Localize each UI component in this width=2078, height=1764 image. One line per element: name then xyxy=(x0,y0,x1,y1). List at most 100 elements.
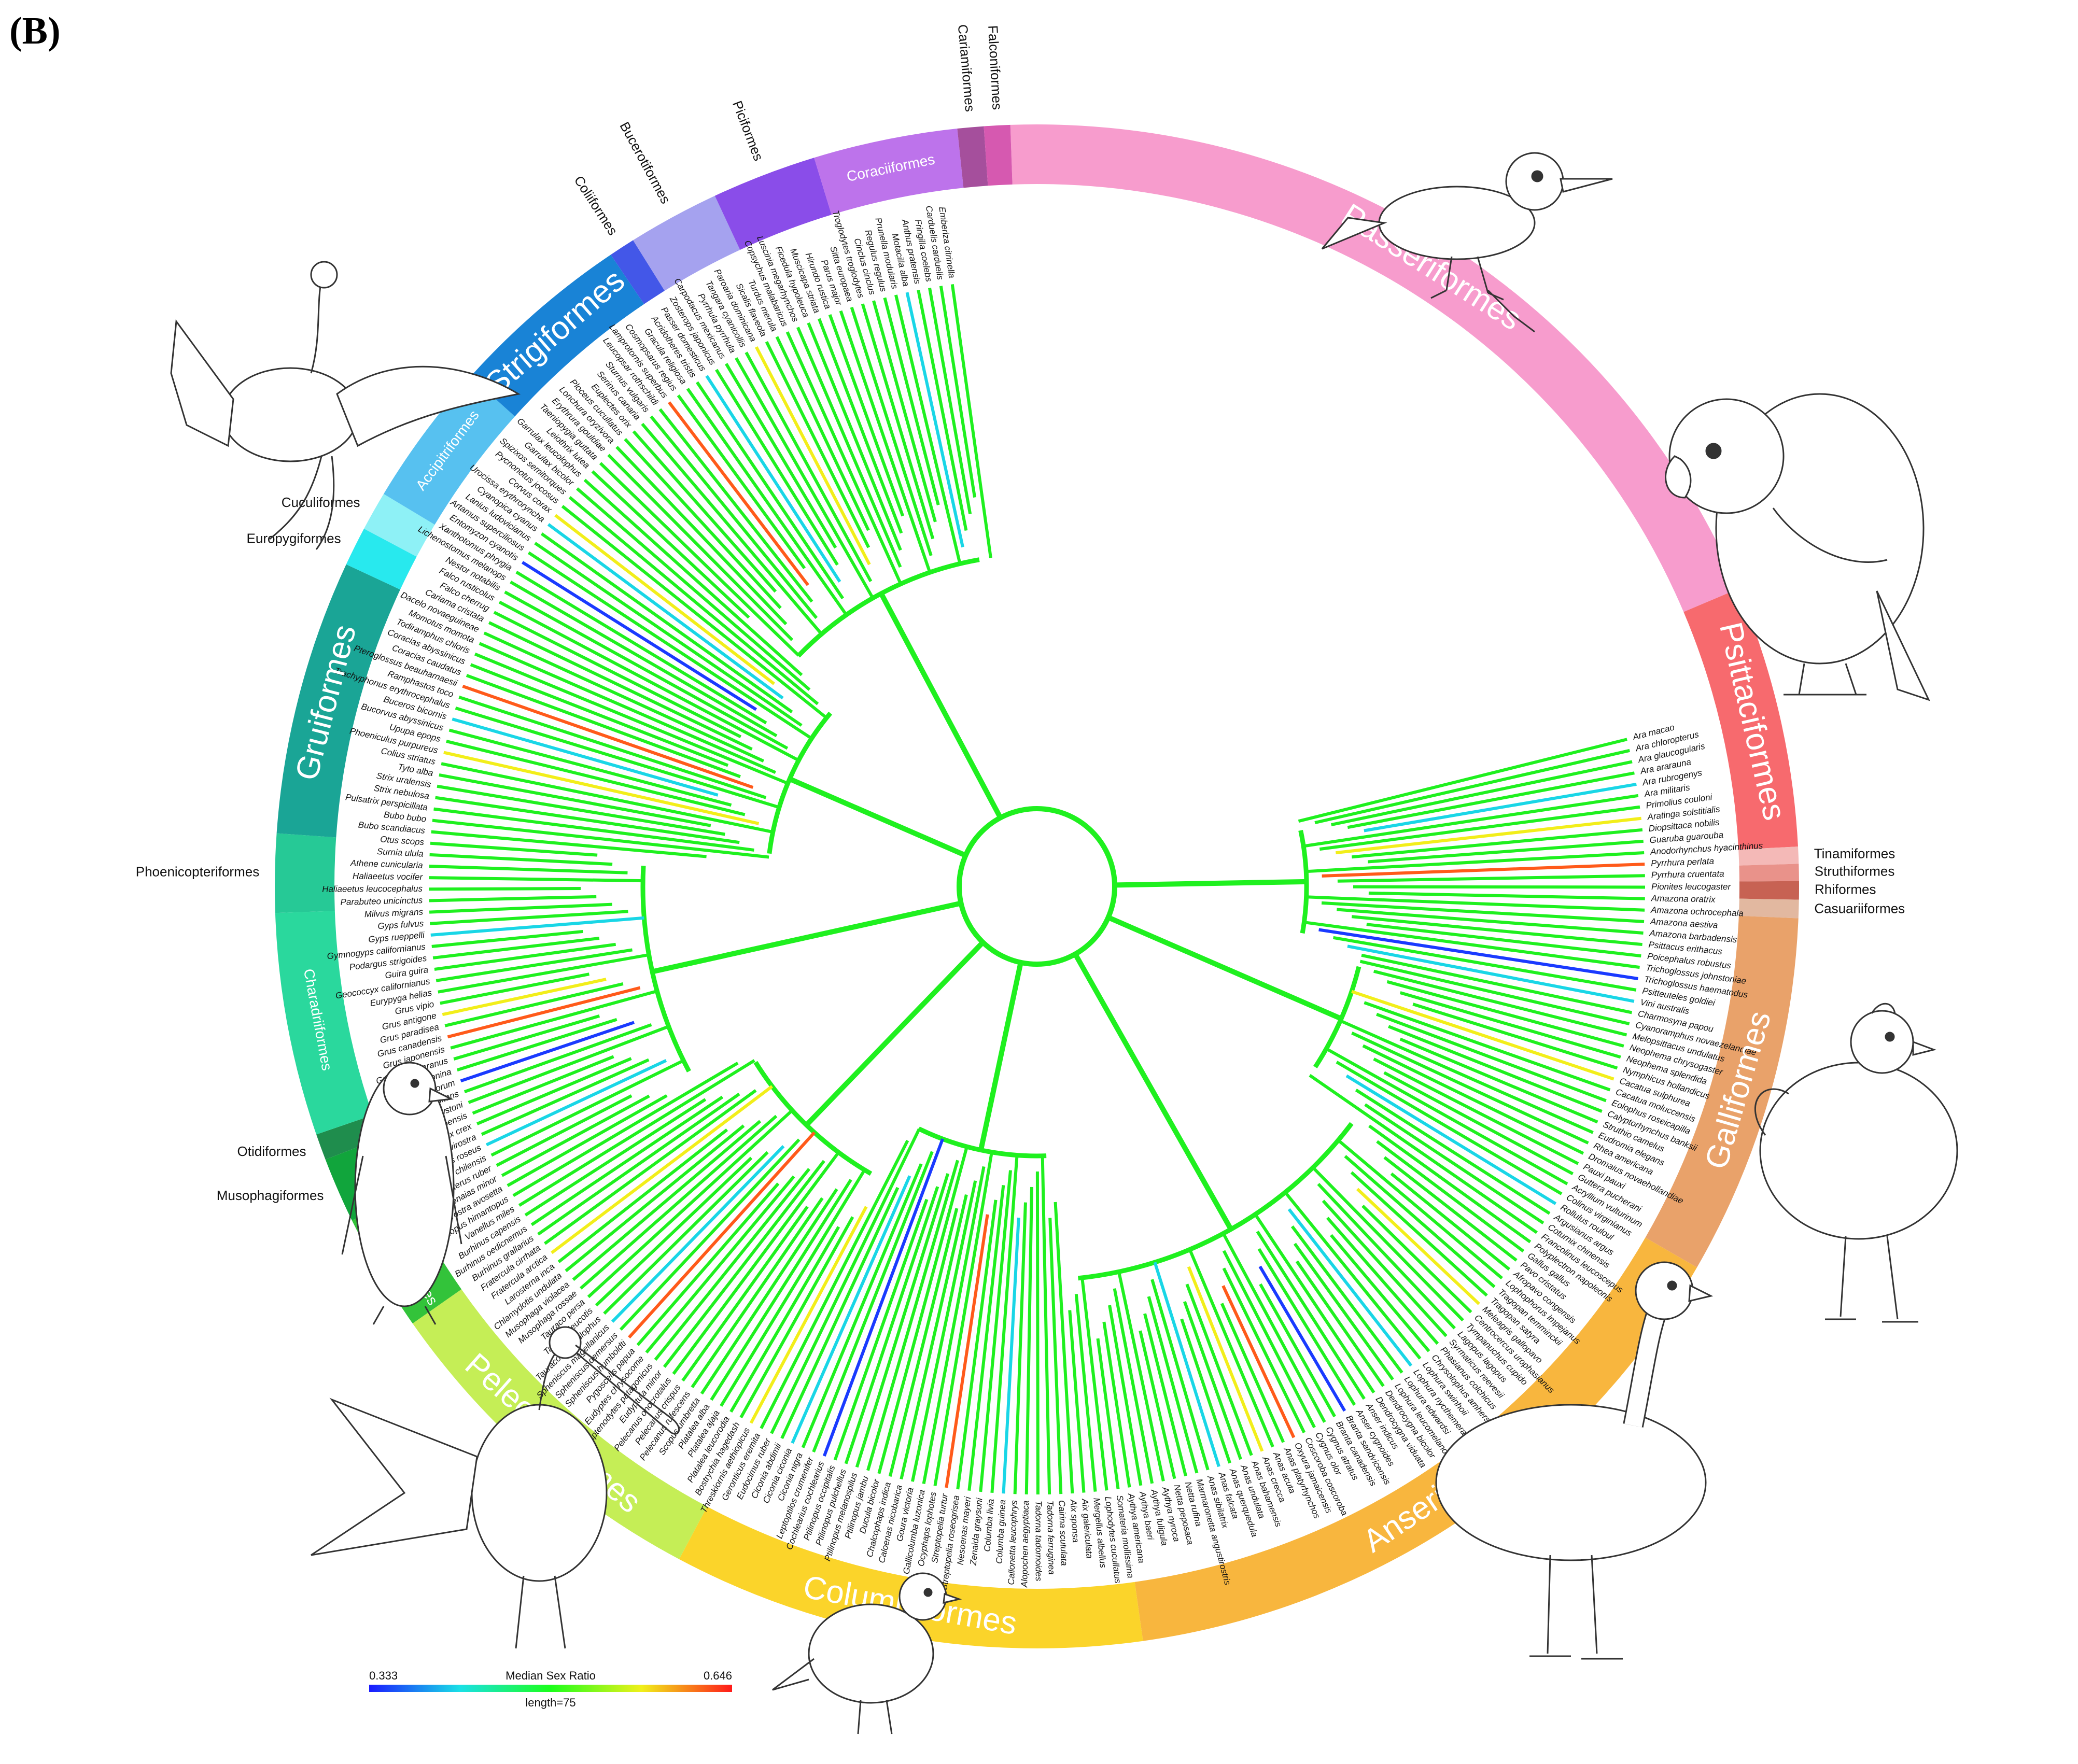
tip-branch xyxy=(429,902,612,914)
species-tip-label: Amazona aestiva xyxy=(1650,916,1718,930)
legend-gradient-bar xyxy=(369,1685,732,1692)
tip-branch xyxy=(1383,1071,1574,1176)
tip-branch xyxy=(1339,1019,1594,1134)
tip-branch xyxy=(910,1180,977,1482)
tip-branch xyxy=(1331,760,1633,826)
tip-branch xyxy=(1222,1250,1316,1429)
species-tip-label: Haliaeetus vocifer xyxy=(353,871,424,882)
clade-arc xyxy=(640,865,691,1072)
tip-branch xyxy=(439,773,711,827)
tip-branch xyxy=(1259,1283,1336,1418)
tip-branch xyxy=(663,1160,825,1368)
tip-branch xyxy=(1373,1057,1579,1165)
tip-branch xyxy=(855,1173,950,1468)
tip-branch xyxy=(436,948,633,982)
tip-branch xyxy=(1287,1208,1413,1367)
tip-branch xyxy=(521,561,757,711)
order-label-cuculiformes: Cuculiformes xyxy=(282,495,360,510)
species-tip-label: Aix sponsa xyxy=(1069,1499,1081,1543)
tip-branch xyxy=(1284,1191,1422,1360)
tip-branch xyxy=(534,542,803,727)
tip-branch xyxy=(780,1187,900,1440)
tip-branch xyxy=(1222,1267,1306,1433)
clade-branch xyxy=(1073,953,1233,1231)
tip-branch xyxy=(435,796,740,844)
tip-branch xyxy=(554,514,775,685)
tip-branch xyxy=(456,1018,617,1072)
tip-branch xyxy=(695,381,845,600)
clade-arc xyxy=(767,711,833,854)
tip-branch xyxy=(619,1138,801,1331)
tip-branch xyxy=(1368,839,1644,864)
tip-branch xyxy=(1256,1231,1366,1400)
order-label-tinamiformes: Tinamiformes xyxy=(1814,845,1896,861)
tip-branch xyxy=(429,853,613,866)
pigeon-illustration xyxy=(772,1572,962,1734)
tip-branch xyxy=(1221,1233,1326,1423)
tip-branch xyxy=(1336,816,1641,855)
tip-branch xyxy=(658,408,813,603)
ring-segment-casuariiformes xyxy=(1738,898,1799,919)
tip-branch xyxy=(720,1169,866,1407)
tip-branch xyxy=(579,1114,778,1290)
tip-branch xyxy=(677,394,806,570)
ring-segment-coliiformes xyxy=(610,240,665,304)
tip-branch xyxy=(1347,771,1635,829)
tip-branch xyxy=(430,916,644,937)
tip-branch xyxy=(1185,1283,1253,1456)
tip-branch xyxy=(624,438,782,609)
tip-branch xyxy=(1254,1213,1375,1394)
order-label-bucerotiformes: Bucerotiformes xyxy=(617,119,674,206)
tip-branch xyxy=(1295,1260,1385,1387)
tip-branch xyxy=(1376,1012,1607,1103)
order-label-musophagiformes: Musophagiformes xyxy=(217,1188,324,1203)
tip-branch xyxy=(437,784,725,836)
tip-branch xyxy=(1048,1218,1063,1494)
tip-branch xyxy=(479,642,777,774)
clade-branch xyxy=(978,962,1023,1151)
tip-branch xyxy=(839,310,932,573)
ring-segment-passeriformes xyxy=(1010,124,1739,612)
legend-title: Median Sex Ratio xyxy=(506,1669,596,1682)
tip-branch xyxy=(1359,959,1630,1025)
legend-max: 0.646 xyxy=(704,1669,732,1682)
tip-branch xyxy=(587,1109,793,1299)
species-tip-label: Cairina scutulata xyxy=(1057,1500,1069,1566)
tip-branch xyxy=(507,1094,668,1187)
tip-branch xyxy=(775,336,870,531)
species-tip-label: Gyps fulvus xyxy=(377,919,424,931)
tip-branch xyxy=(1344,1155,1496,1288)
species-tip-label: Columba livia xyxy=(982,1499,995,1552)
tip-branch xyxy=(1068,1310,1086,1493)
species-tip-label: Surnia ulula xyxy=(377,846,424,859)
legend-min: 0.333 xyxy=(369,1669,398,1682)
tip-branch xyxy=(990,1155,1019,1493)
species-tip-label: Milvus migrans xyxy=(364,907,424,920)
tip-branch xyxy=(632,430,777,593)
tip-branch xyxy=(745,351,873,582)
tip-branch xyxy=(872,300,937,523)
species-tip-label: Athene cunicularia xyxy=(350,858,423,870)
tip-branch xyxy=(1376,1140,1525,1253)
ring-segment-falconiformes xyxy=(984,124,1013,186)
tip-branch xyxy=(1412,1003,1618,1070)
ring-segment-europygiformes xyxy=(346,528,417,590)
tip-branch xyxy=(1074,1294,1097,1492)
tip-branch xyxy=(455,707,780,809)
tip-branch xyxy=(765,341,870,548)
tip-branch xyxy=(1317,1183,1456,1330)
tip-branch xyxy=(1298,738,1627,823)
ring-segment-cariamiformes xyxy=(957,126,988,188)
tip-branch xyxy=(749,1206,868,1424)
ring-segment-bucerotiformes xyxy=(633,195,740,291)
tip-branch xyxy=(1035,1171,1040,1495)
tip-branch xyxy=(540,532,793,713)
tip-branch xyxy=(1355,1089,1551,1215)
clade-branch xyxy=(789,777,967,858)
species-tip-label: Alopochen aegyptiaca xyxy=(1019,1501,1031,1588)
ring-segment-tinamiformes xyxy=(1738,846,1799,866)
tip-branch xyxy=(1386,980,1624,1048)
tip-branch xyxy=(429,895,597,902)
tip-branch xyxy=(785,331,903,585)
species-tip-label: Haliaeetus leucocephalus xyxy=(322,884,423,894)
